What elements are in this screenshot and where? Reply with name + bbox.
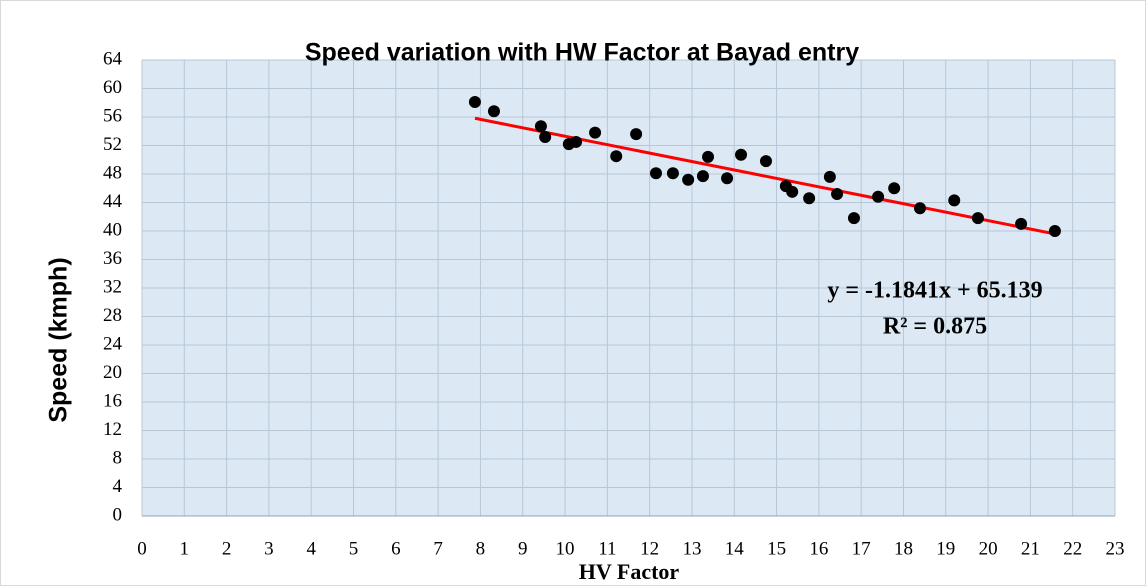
x-tick-label: 9 — [518, 538, 528, 559]
x-tick-label: 6 — [391, 538, 401, 559]
data-point — [823, 170, 836, 183]
y-tick-label: 4 — [113, 476, 123, 497]
x-tick-label: 14 — [725, 538, 745, 559]
x-tick-label: 4 — [306, 538, 316, 559]
x-tick-label: 1 — [180, 538, 190, 559]
y-tick-label: 60 — [103, 77, 122, 98]
y-tick-label: 48 — [103, 162, 122, 183]
data-point — [831, 187, 844, 200]
x-tick-label: 12 — [640, 538, 659, 559]
x-tick-label: 8 — [476, 538, 486, 559]
y-tick-label: 16 — [103, 390, 122, 411]
data-point — [702, 150, 715, 163]
y-tick-label: 24 — [103, 333, 123, 354]
data-point — [888, 182, 901, 195]
data-point — [696, 170, 709, 183]
y-tick-label: 44 — [103, 191, 123, 212]
data-point — [589, 126, 602, 139]
y-tick-label: 8 — [113, 447, 123, 468]
x-tick-label: 10 — [556, 538, 575, 559]
x-tick-label: 7 — [433, 538, 443, 559]
x-tick-label: 19 — [936, 538, 955, 559]
data-point — [487, 105, 500, 118]
data-point — [610, 150, 623, 163]
data-point — [570, 135, 583, 148]
x-tick-label: 21 — [1021, 538, 1040, 559]
chart-title: Speed variation with HW Factor at Bayad … — [305, 39, 859, 67]
data-point — [1015, 217, 1028, 230]
data-point — [948, 194, 961, 207]
y-tick-label: 36 — [103, 248, 122, 269]
y-tick-label: 12 — [103, 419, 122, 440]
data-point — [666, 167, 679, 180]
data-point — [872, 190, 885, 203]
y-tick-label: 40 — [103, 219, 122, 240]
data-point — [721, 172, 734, 185]
data-point — [682, 173, 695, 186]
data-point — [759, 155, 772, 168]
data-point — [786, 185, 799, 198]
x-tick-label: 17 — [852, 538, 871, 559]
x-tick-label: 2 — [222, 538, 232, 559]
r-squared: R² = 0.875 — [883, 314, 987, 340]
data-point — [534, 120, 547, 133]
y-tick-label: 52 — [103, 134, 122, 155]
data-point — [539, 130, 552, 143]
y-tick-label: 20 — [103, 362, 122, 383]
data-point — [847, 212, 860, 225]
data-point — [630, 128, 643, 141]
x-tick-label: 0 — [137, 538, 147, 559]
x-tick-label: 23 — [1106, 538, 1125, 559]
x-tick-label: 11 — [598, 538, 616, 559]
data-point — [913, 202, 926, 215]
x-tick-label: 20 — [979, 538, 998, 559]
x-tick-label: 5 — [349, 538, 359, 559]
trendline — [474, 116, 1056, 236]
x-tick-label: 22 — [1063, 538, 1082, 559]
trend-equation: y = -1.1841x + 65.139 — [827, 278, 1042, 304]
y-axis-label: Speed (kmph) — [45, 257, 73, 422]
data-point — [649, 167, 662, 180]
data-point — [468, 96, 481, 109]
data-point — [1048, 225, 1061, 237]
x-tick-label: 13 — [682, 538, 701, 559]
x-tick-label: 3 — [264, 538, 274, 559]
data-point — [803, 192, 816, 205]
x-tick-label: 15 — [767, 538, 786, 559]
x-tick-label: 18 — [894, 538, 913, 559]
data-point — [735, 148, 748, 161]
y-tick-label: 0 — [113, 504, 123, 525]
y-tick-label: 28 — [103, 305, 122, 326]
y-tick-label: 32 — [103, 276, 122, 297]
y-tick-label: 56 — [103, 105, 122, 126]
y-tick-label: 64 — [103, 48, 123, 69]
x-tick-label: 16 — [809, 538, 828, 559]
data-point — [971, 212, 984, 225]
x-axis-label: HV Factor — [579, 559, 680, 584]
